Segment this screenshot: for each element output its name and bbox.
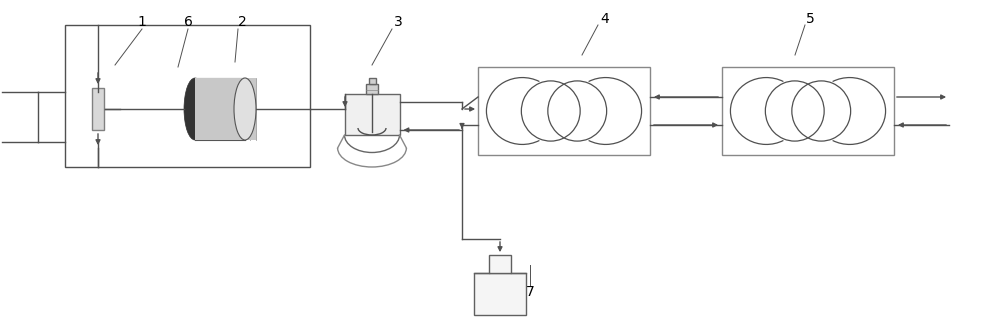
Bar [368, 78, 376, 84]
Bar [65, 25, 310, 167]
Text: 2: 2 [238, 15, 246, 29]
Bar [195, 78, 256, 140]
Bar [344, 94, 400, 135]
Ellipse shape [184, 78, 206, 140]
Text: 5: 5 [806, 12, 814, 26]
Ellipse shape [234, 78, 256, 140]
Bar [92, 88, 104, 130]
Text: 6: 6 [184, 15, 192, 29]
Bar [478, 67, 650, 155]
Text: 3: 3 [394, 15, 402, 29]
Bar [489, 255, 511, 273]
Bar [366, 84, 378, 94]
Text: 1: 1 [138, 15, 146, 29]
Bar [722, 67, 894, 155]
Bar [474, 273, 526, 315]
Text: 7: 7 [526, 285, 534, 299]
Text: 4: 4 [601, 12, 609, 26]
